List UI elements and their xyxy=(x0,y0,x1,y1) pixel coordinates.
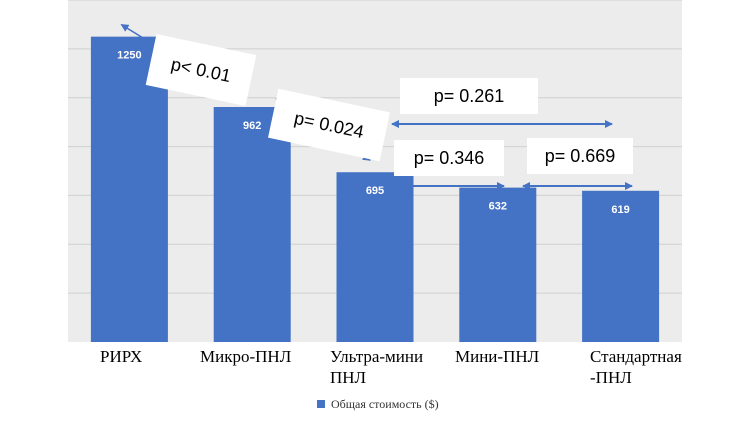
bar-3 xyxy=(459,187,537,342)
category-label-line: Ультра-мини xyxy=(330,347,423,366)
p-value-box-bg xyxy=(268,88,390,162)
p-value-label-2: p= 0.261 xyxy=(434,86,505,106)
legend-swatch xyxy=(317,400,325,408)
p-value-box-0: p< 0.01 xyxy=(145,33,257,107)
category-label-line: Микро-ПНЛ xyxy=(200,347,292,366)
p-value-box-2: p= 0.261 xyxy=(400,78,538,114)
category-label-2: Ультра-мини ПНЛ xyxy=(330,347,423,387)
p-value-box-bg xyxy=(145,33,257,107)
value-label-2: 695 xyxy=(366,185,384,197)
bar-2 xyxy=(336,172,414,342)
category-label-line: ПНЛ xyxy=(330,368,367,387)
legend-label: Общая стоимость ($) xyxy=(331,397,439,411)
category-label-0: РИРХ xyxy=(100,347,142,366)
bar-1 xyxy=(213,106,291,342)
p-value-box-bg xyxy=(527,138,633,174)
p-value-box-1: p= 0.024 xyxy=(268,88,390,162)
legend: Общая стоимость ($) xyxy=(317,397,439,411)
p-value-box-4: p= 0.669 xyxy=(527,138,633,174)
value-label-1: 962 xyxy=(243,120,261,132)
comparisons: p< 0.01p= 0.024 p= 0.261 p= 0.346 p= 0.669 xyxy=(120,24,633,190)
category-label-line: Стандартная xyxy=(590,347,682,366)
value-label-0: 1250 xyxy=(117,50,141,62)
category-label-line: РИРХ xyxy=(100,347,142,366)
category-label-3: Мини-ПНЛ xyxy=(455,347,540,366)
category-label-line: Мини-ПНЛ xyxy=(455,347,540,366)
category-label-4: Стандартная -ПНЛ xyxy=(590,347,682,387)
p-value-label-4: p= 0.669 xyxy=(545,146,616,166)
value-label-4: 619 xyxy=(611,204,629,216)
p-value-box-bg xyxy=(394,140,504,176)
category-labels: РИРХ Микро-ПНЛ Ультра-мини ПНЛ Мини-ПНЛ Станд… xyxy=(100,347,682,387)
category-label-1: Микро-ПНЛ xyxy=(200,347,292,366)
p-value-box-bg xyxy=(400,78,538,114)
category-label-line: -ПНЛ xyxy=(590,368,632,387)
bar-4 xyxy=(582,190,660,342)
p-value-label-3: p= 0.346 xyxy=(414,148,485,168)
p-value-box-3: p= 0.346 xyxy=(394,140,504,176)
value-label-3: 632 xyxy=(489,201,507,213)
